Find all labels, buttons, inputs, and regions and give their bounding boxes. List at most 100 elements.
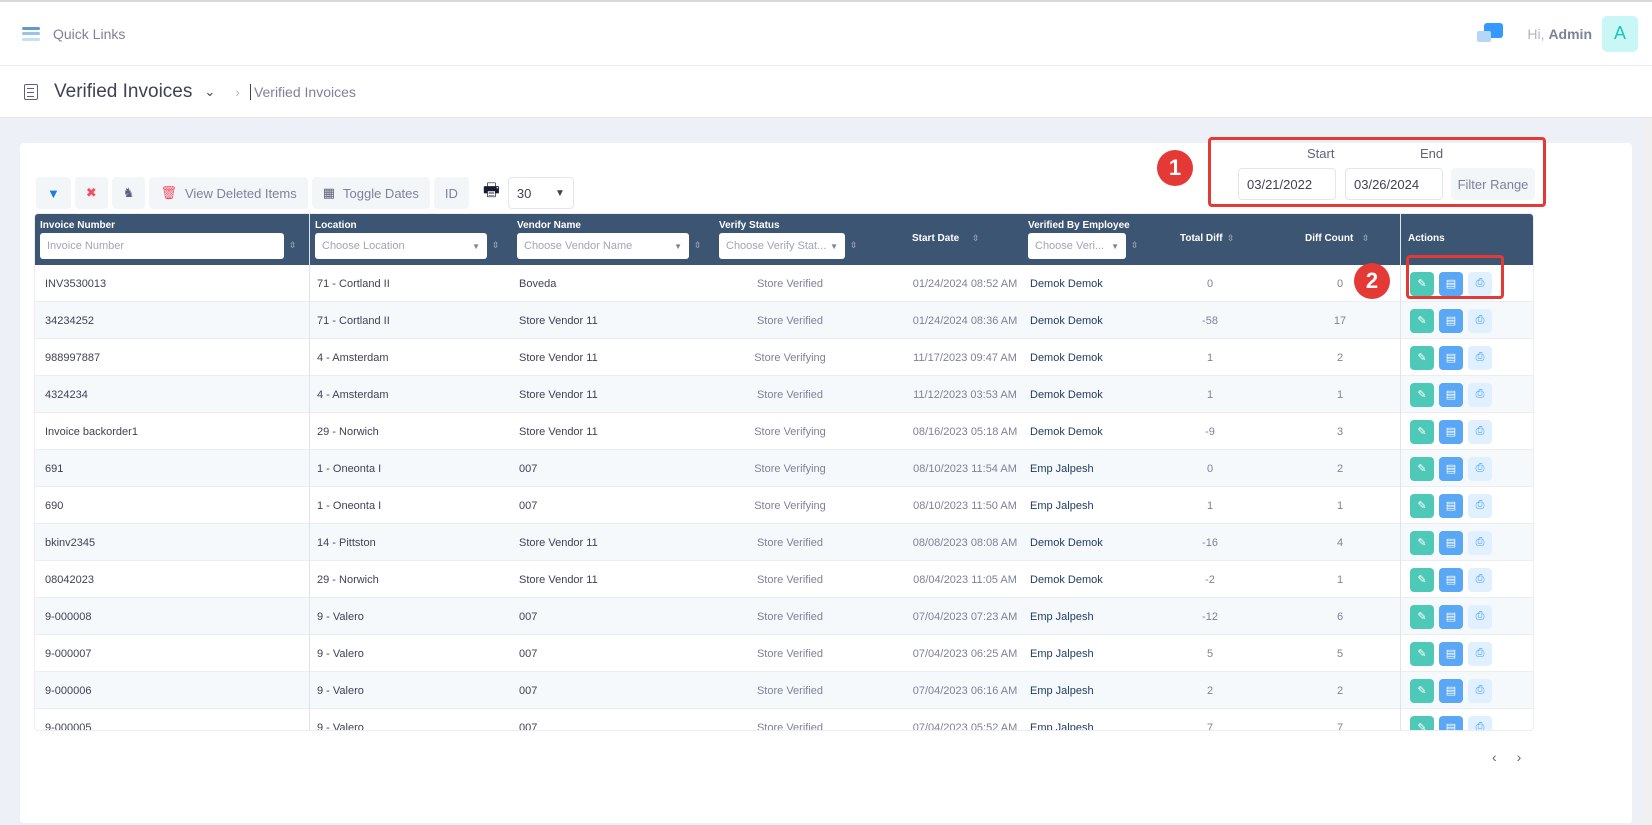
breadcrumb[interactable]: Verified Invoices (249, 83, 356, 100)
print-button[interactable]: ⎙ (1468, 567, 1492, 592)
location: 14 - Pittston (317, 536, 376, 549)
table-row[interactable]: 34234252 71 - Cortland II Store Vendor 1… (35, 302, 1533, 339)
archive-button[interactable]: ▤ (1439, 345, 1463, 370)
archive-button[interactable]: ▤ (1439, 493, 1463, 518)
table-row[interactable]: 988997887 4 - Amsterdam Store Vendor 11 … (35, 339, 1533, 376)
vendor-filter[interactable]: Choose Vendor Name ▼ (517, 233, 689, 259)
page-scrollbar[interactable] (1644, 118, 1652, 825)
table-row[interactable]: 4324234 4 - Amsterdam Store Vendor 11 St… (35, 376, 1533, 413)
print-button[interactable]: ⎙ (1468, 493, 1492, 518)
total-diff: -12 (1202, 610, 1218, 623)
edit-button[interactable]: ✎ (1410, 382, 1434, 407)
print-button[interactable]: ⎙ (1468, 271, 1492, 296)
verify-status-filter[interactable]: Choose Verify Stat... ▼ (719, 233, 845, 259)
chevron-down-icon[interactable]: ⌄ (204, 83, 216, 99)
trash-icon: 🗑 (160, 185, 177, 200)
user-filter-button[interactable]: ♞ (111, 177, 146, 209)
quick-links-button[interactable]: Quick Links (22, 26, 125, 42)
col-start-date[interactable]: Start Date ⇳ (912, 233, 980, 244)
col-diff-count[interactable]: Diff Count ⇳ (1305, 233, 1370, 244)
archive-button[interactable]: ▤ (1439, 456, 1463, 481)
table-row[interactable]: bkinv2345 14 - Pittston Store Vendor 11 … (35, 524, 1533, 561)
archive-button[interactable]: ▤ (1439, 567, 1463, 592)
prev-page-button[interactable]: ‹ (1492, 749, 1497, 765)
table-row[interactable]: 690 1 - Oneonta I 007 Store Verifying 08… (35, 487, 1533, 524)
print-button[interactable]: ⎙ (1468, 715, 1492, 730)
archive-button[interactable]: ▤ (1439, 678, 1463, 703)
edit-button[interactable]: ✎ (1410, 308, 1434, 333)
edit-button[interactable]: ✎ (1410, 530, 1434, 555)
clear-filter-button[interactable]: ✖ (74, 177, 108, 209)
start-date-input[interactable]: 03/21/2022 (1238, 168, 1336, 200)
table-row[interactable]: 9-000007 9 - Valero 007 Store Verified 0… (35, 635, 1533, 672)
table-row[interactable]: Invoice backorder1 29 - Norwich Store Ve… (35, 413, 1533, 450)
archive-button[interactable]: ▤ (1439, 382, 1463, 407)
edit-button[interactable]: ✎ (1410, 271, 1434, 296)
edit-button[interactable]: ✎ (1410, 567, 1434, 592)
sort-icon[interactable]: ⇳ (850, 240, 858, 250)
sort-icon[interactable]: ⇳ (1362, 233, 1370, 243)
print-button[interactable]: ⎙ (1468, 419, 1492, 444)
avatar[interactable]: A (1602, 15, 1638, 52)
archive-button[interactable]: ▤ (1439, 271, 1463, 296)
location: 29 - Norwich (317, 425, 379, 438)
edit-button[interactable]: ✎ (1410, 715, 1434, 730)
edit-button[interactable]: ✎ (1410, 493, 1434, 518)
archive-button[interactable]: ▤ (1439, 308, 1463, 333)
print-button[interactable]: ⎙ (1468, 530, 1492, 555)
sort-icon[interactable]: ⇳ (972, 233, 980, 243)
location-filter[interactable]: Choose Location ▼ (315, 233, 487, 259)
print-button[interactable]: ⎙ (1468, 678, 1492, 703)
archive-button[interactable]: ▤ (1439, 715, 1463, 730)
table-row[interactable]: 9-000006 9 - Valero 007 Store Verified 0… (35, 672, 1533, 709)
view-deleted-button[interactable]: 🗑 View Deleted Items (149, 177, 308, 209)
print-icon[interactable]: 🖶 (482, 180, 500, 200)
verified-by-employee: Demok Demok (1030, 388, 1103, 401)
sort-icon[interactable]: ⇳ (492, 240, 500, 250)
filter-button[interactable]: ▼ (36, 177, 71, 209)
print-button[interactable]: ⎙ (1468, 604, 1492, 629)
id-button[interactable]: ID (433, 177, 469, 209)
invoice-number: 34234252 (45, 314, 94, 327)
table-row[interactable]: 9-000005 9 - Valero 007 Store Verified 0… (35, 709, 1533, 730)
col-total-diff[interactable]: Total Diff ⇳ (1180, 233, 1235, 244)
archive-button[interactable]: ▤ (1439, 641, 1463, 666)
col-location: Location Choose Location ▼ ⇳ (310, 214, 512, 265)
table-row[interactable]: 08042023 29 - Norwich Store Vendor 11 St… (35, 561, 1533, 598)
invoice-number-filter[interactable]: Invoice Number (40, 233, 284, 259)
edit-button[interactable]: ✎ (1410, 641, 1434, 666)
sort-icon[interactable]: ⇳ (1131, 240, 1139, 250)
print-button[interactable]: ⎙ (1468, 382, 1492, 407)
chat-icon[interactable] (1477, 22, 1504, 45)
edit-button[interactable]: ✎ (1410, 419, 1434, 444)
sort-icon[interactable]: ⇳ (289, 240, 297, 250)
edit-button[interactable]: ✎ (1410, 456, 1434, 481)
verify-status: Store Verified (756, 610, 824, 623)
list-icon (24, 83, 38, 100)
table-row[interactable]: 9-000008 9 - Valero 007 Store Verified 0… (35, 598, 1533, 635)
row-actions: ✎ ▤ ⎙ (1410, 487, 1497, 524)
row-actions: ✎ ▤ ⎙ (1410, 413, 1497, 450)
total-diff: 0 (1206, 462, 1214, 475)
edit-button[interactable]: ✎ (1410, 678, 1434, 703)
archive-button[interactable]: ▤ (1439, 604, 1463, 629)
next-page-button[interactable]: › (1516, 749, 1522, 765)
toggle-dates-button[interactable]: ▦ Toggle Dates (311, 177, 430, 209)
print-button[interactable]: ⎙ (1468, 641, 1492, 666)
edit-button[interactable]: ✎ (1410, 345, 1434, 370)
archive-button[interactable]: ▤ (1439, 419, 1463, 444)
table-row[interactable]: INV3530013 71 - Cortland II Boveda Store… (35, 265, 1533, 302)
archive-button[interactable]: ▤ (1439, 530, 1463, 555)
archive-icon: ▤ (1445, 611, 1457, 623)
print-button[interactable]: ⎙ (1468, 308, 1492, 333)
print-button[interactable]: ⎙ (1468, 456, 1492, 481)
page-size-select[interactable]: 30 ▼ (507, 177, 574, 209)
edit-button[interactable]: ✎ (1410, 604, 1434, 629)
table-row[interactable]: 691 1 - Oneonta I 007 Store Verifying 08… (35, 450, 1533, 487)
print-button[interactable]: ⎙ (1468, 345, 1492, 370)
sort-icon[interactable]: ⇳ (1227, 233, 1235, 243)
employee-filter[interactable]: Choose Veri... ▼ (1028, 233, 1126, 259)
end-date-input[interactable]: 03/26/2024 (1345, 168, 1443, 200)
filter-range-button[interactable]: Filter Range (1451, 168, 1535, 200)
sort-icon[interactable]: ⇳ (694, 240, 702, 250)
